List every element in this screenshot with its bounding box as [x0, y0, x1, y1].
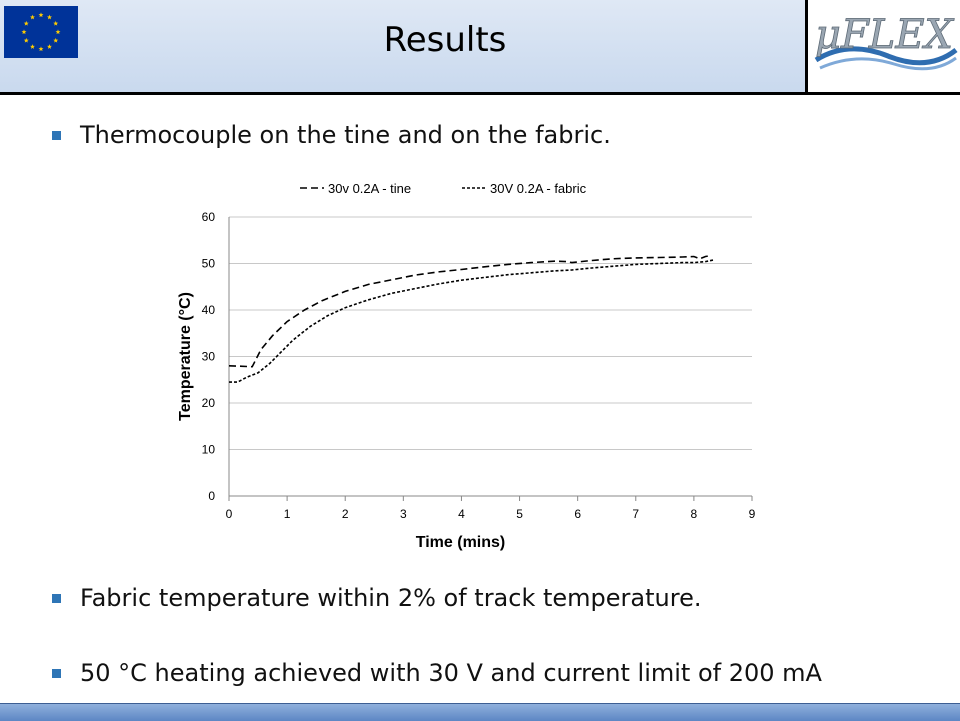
x-tick-label: 0 [226, 507, 233, 521]
y-tick-label: 20 [202, 396, 216, 410]
eu-star [53, 20, 59, 26]
legend-label: 30v 0.2A - tine [328, 181, 411, 196]
y-tick-label: 50 [202, 257, 216, 271]
slide-title: Results [383, 20, 507, 60]
eu-star [38, 12, 44, 18]
x-tick-label: 9 [749, 507, 756, 521]
series-line-1 [228, 254, 712, 368]
eu-star [30, 14, 35, 20]
footer-band [0, 703, 960, 721]
x-tick-label: 7 [632, 507, 639, 521]
x-tick-label: 5 [516, 507, 523, 521]
eu-star [30, 44, 35, 49]
x-tick-label: 4 [458, 507, 465, 521]
legend-label: 30V 0.2A - fabric [490, 181, 587, 196]
bullet-marker [52, 130, 61, 140]
y-tick-label: 60 [202, 210, 216, 224]
y-tick-label: 40 [202, 303, 216, 317]
logo-text: μFLEX [815, 12, 955, 58]
y-axis-title: Temperature (°C) [177, 292, 194, 421]
header-divider [0, 92, 960, 95]
eu-flag-icon [4, 6, 78, 58]
x-tick-label: 6 [574, 507, 581, 521]
x-tick-label: 3 [400, 507, 407, 521]
eu-star [55, 29, 61, 35]
bullet-marker [52, 668, 61, 678]
x-tick-label: 2 [342, 507, 349, 521]
eu-star [23, 37, 29, 43]
bullet-item: Fabric temperature within 2% of track te… [52, 584, 701, 612]
bullet-item: Thermocouple on the tine and on the fabr… [52, 121, 611, 149]
x-tick-label: 1 [284, 507, 291, 521]
slide-header [0, 0, 960, 92]
y-tick-label: 30 [202, 350, 216, 364]
eu-star [47, 14, 52, 20]
x-tick-label: 8 [691, 507, 698, 521]
y-tick-label: 0 [208, 489, 215, 503]
temperature-chart: 0 10 20 30 40 50 60 0 1 2 3 4 5 6 7 8 9 Time (mins) Temper… [177, 181, 756, 551]
bullet-item: 50 °C heating achieved with 30 V and cur… [52, 659, 822, 687]
bullet-text: Thermocouple on the tine and on the fabr… [80, 121, 611, 149]
series-line-2 [229, 259, 715, 383]
bullet-text: 50 °C heating achieved with 30 V and cur… [80, 659, 822, 687]
eu-star [23, 20, 29, 26]
logo-divider [805, 0, 808, 95]
uflex-logo: μFLEX [808, 0, 960, 92]
y-tick-label: 10 [202, 443, 216, 457]
eu-star [53, 37, 59, 43]
bullet-marker [52, 593, 61, 603]
x-axis-title: Time (mins) [416, 534, 506, 551]
eu-star [38, 46, 44, 52]
bullet-text: Fabric temperature within 2% of track te… [80, 584, 702, 612]
eu-star [47, 44, 52, 49]
eu-star [21, 29, 27, 35]
